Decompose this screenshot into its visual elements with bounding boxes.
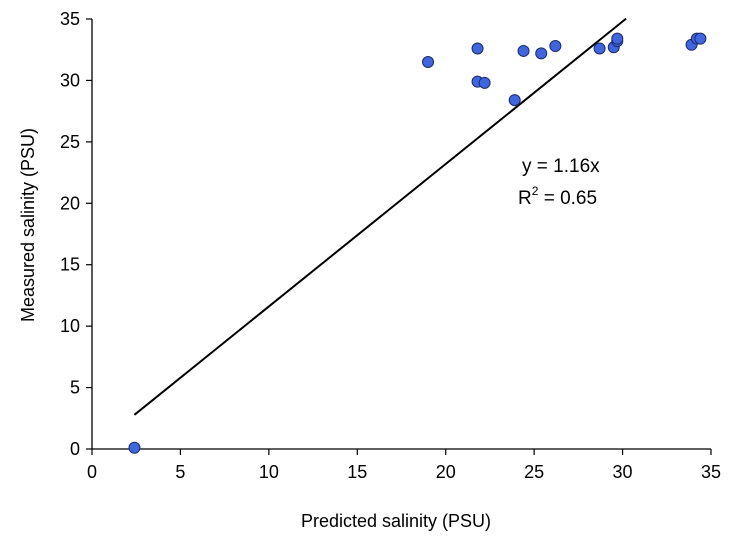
data-point — [517, 44, 530, 57]
trendline-equation: y = 1.16x — [522, 156, 600, 177]
r-squared-label: R2 = 0.65 — [518, 184, 597, 209]
data-point — [508, 94, 521, 107]
x-tick-label: 25 — [524, 462, 544, 482]
data-point — [478, 76, 491, 89]
data-point — [422, 56, 435, 68]
trendline-group — [133, 17, 627, 416]
x-tick-label: 10 — [259, 462, 279, 482]
y-tick-label: 15 — [60, 255, 80, 275]
x-tick-label: 0 — [87, 462, 97, 482]
y-tick-label: 10 — [60, 316, 80, 336]
data-point — [694, 32, 707, 45]
y-tick-label: 5 — [70, 378, 80, 398]
y-tick-label: 0 — [70, 439, 80, 459]
r-squared-value: = 0.65 — [538, 188, 597, 209]
y-axis-title: Measured salinity (PSU) — [18, 128, 38, 322]
x-tick-label: 15 — [347, 462, 367, 482]
x-axis-ticks: 0 5 10 15 20 25 30 35 — [87, 449, 721, 482]
r-squared-prefix: R — [518, 188, 532, 209]
data-point — [593, 42, 606, 55]
r-squared-superscript: 2 — [532, 184, 539, 198]
data-point — [128, 441, 141, 454]
y-tick-label: 35 — [60, 9, 80, 29]
data-point — [549, 40, 562, 53]
x-tick-label: 20 — [436, 462, 456, 482]
data-point — [611, 32, 624, 45]
y-tick-label: 30 — [60, 70, 80, 90]
x-tick-label: 35 — [701, 462, 721, 482]
axes — [91, 19, 711, 450]
x-tick-label: 5 — [175, 462, 185, 482]
x-axis-title: Predicted salinity (PSU) — [301, 511, 491, 531]
data-points — [128, 32, 707, 454]
y-tick-label: 20 — [60, 193, 80, 213]
data-point — [535, 47, 548, 60]
x-tick-label: 30 — [613, 462, 633, 482]
y-axis-ticks: 0 5 10 15 20 25 30 35 — [60, 9, 92, 459]
trendline — [133, 17, 627, 416]
y-tick-label: 25 — [60, 132, 80, 152]
data-point — [471, 42, 484, 55]
